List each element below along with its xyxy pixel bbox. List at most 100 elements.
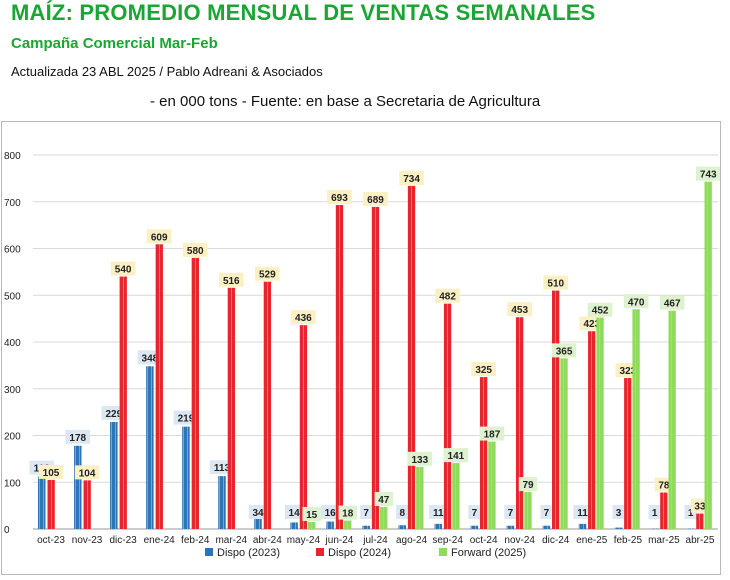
data-label-bg — [363, 191, 388, 206]
y-tick-label: 800 — [4, 151, 21, 162]
data-label-bg — [396, 505, 409, 519]
data-label: 693 — [331, 193, 348, 204]
data-label-bg — [399, 170, 424, 185]
bar-dispo_2024 — [263, 281, 272, 529]
x-tick-label: abr-25 — [686, 535, 715, 546]
bar-dispo_2024 — [119, 276, 127, 529]
bar-chart: 0100200300400500600700800112105oct-23178… — [4, 151, 721, 559]
data-label: 7 — [472, 508, 478, 519]
update-note: Actualizada 23 ABL 2025 / Pablo Adreani … — [11, 64, 323, 79]
bar-dispo_2023 — [578, 523, 587, 529]
bar-forward_2025 — [488, 441, 496, 529]
bar-forward_2025 — [632, 309, 640, 529]
legend-label: Dispo (2024) — [328, 547, 391, 559]
legend-label: Dispo (2023) — [217, 547, 280, 559]
y-tick-label: 100 — [4, 478, 21, 489]
data-label: 14 — [289, 508, 301, 519]
data-label-bg — [479, 426, 505, 441]
bar-dispo_2024 — [83, 480, 91, 529]
data-label-bg — [587, 302, 613, 317]
source-note: - en 000 tons - Fuente: en base a Secret… — [150, 93, 541, 110]
data-label-bg — [248, 505, 268, 519]
data-label-bg — [338, 505, 357, 520]
y-tick-label: 600 — [4, 245, 21, 256]
bar-dispo_2024 — [227, 287, 236, 529]
data-label: 453 — [511, 305, 528, 316]
data-label: 187 — [484, 430, 501, 441]
bar-forward_2025 — [380, 507, 388, 529]
x-tick-label: ene-25 — [576, 535, 608, 546]
x-tick-label: sep-24 — [432, 535, 463, 546]
data-label-bg — [302, 506, 321, 521]
data-label: 452 — [592, 306, 609, 317]
bar-dispo_2024 — [624, 377, 632, 529]
chart-title: MAÍZ: PROMEDIO MENSUAL DE VENTAS SEMANAL… — [11, 0, 596, 25]
data-label: 510 — [547, 279, 564, 290]
data-label: 423 — [583, 319, 600, 330]
data-label: 1 — [652, 508, 658, 519]
bar-dispo_2023 — [74, 445, 82, 529]
x-tick-label: oct-24 — [470, 535, 498, 546]
data-label: 105 — [43, 468, 60, 479]
x-tick-label: jul-24 — [362, 535, 388, 546]
data-label: 609 — [151, 232, 168, 243]
legend-swatch-dispo_2024 — [316, 548, 324, 556]
bar-forward_2025 — [668, 310, 676, 529]
bar-dispo_2023 — [218, 476, 226, 529]
data-label-bg — [648, 505, 661, 519]
x-tick-label: ene-24 — [144, 535, 176, 546]
data-label: 436 — [295, 313, 312, 324]
x-tick-label: oct-23 — [37, 535, 65, 546]
data-label-bg — [182, 242, 208, 257]
data-label-bg — [429, 505, 448, 519]
bar-dispo_2024 — [552, 290, 560, 529]
data-label: 47 — [378, 495, 390, 506]
data-label: 78 — [658, 481, 670, 492]
bar-forward_2025 — [307, 521, 316, 529]
data-label: 516 — [223, 276, 240, 287]
bar-dispo_2023 — [650, 528, 659, 530]
bar-dispo_2023 — [506, 525, 515, 529]
data-label: 7 — [544, 508, 550, 519]
bar-dispo_2024 — [371, 206, 380, 529]
data-label: 33 — [694, 502, 706, 513]
data-label: 178 — [69, 433, 86, 444]
data-label-bg — [327, 190, 352, 205]
data-label: 580 — [187, 246, 204, 257]
bar-forward_2025 — [704, 181, 713, 529]
data-label: 470 — [628, 297, 645, 308]
y-tick-label: 300 — [4, 385, 21, 396]
y-tick-label: 200 — [4, 432, 21, 443]
x-tick-label: ago-24 — [396, 535, 428, 546]
bar-forward_2025 — [524, 492, 532, 529]
data-label-bg — [471, 362, 496, 377]
data-label: 323 — [620, 366, 637, 377]
data-label: 467 — [664, 299, 681, 310]
data-label-bg — [374, 492, 393, 507]
bar-dispo_2023 — [434, 523, 443, 529]
legend-swatch-forward_2025 — [439, 548, 447, 556]
data-label: 133 — [412, 455, 429, 466]
data-label-bg — [218, 272, 244, 287]
x-tick-label: feb-24 — [181, 535, 210, 546]
data-label-bg — [612, 505, 625, 519]
x-tick-label: nov-24 — [504, 535, 535, 546]
bar-dispo_2023 — [290, 522, 298, 529]
data-label: 482 — [439, 292, 456, 303]
data-label-bg — [551, 343, 577, 358]
bar-dispo_2024 — [407, 185, 416, 530]
bar-dispo_2023 — [37, 476, 46, 529]
data-label-bg — [507, 302, 533, 317]
data-label-bg — [435, 288, 460, 303]
bar-dispo_2023 — [398, 525, 407, 529]
bar-forward_2025 — [416, 466, 424, 529]
data-label-bg — [468, 505, 481, 519]
data-label-bg — [291, 310, 316, 325]
x-tick-label: abr-24 — [253, 535, 282, 546]
data-label: 689 — [367, 195, 384, 206]
bar-dispo_2023 — [362, 525, 370, 529]
data-label: 104 — [79, 468, 96, 479]
data-label: 15 — [306, 510, 318, 521]
data-label: 79 — [522, 480, 534, 491]
bar-forward_2025 — [452, 463, 460, 529]
